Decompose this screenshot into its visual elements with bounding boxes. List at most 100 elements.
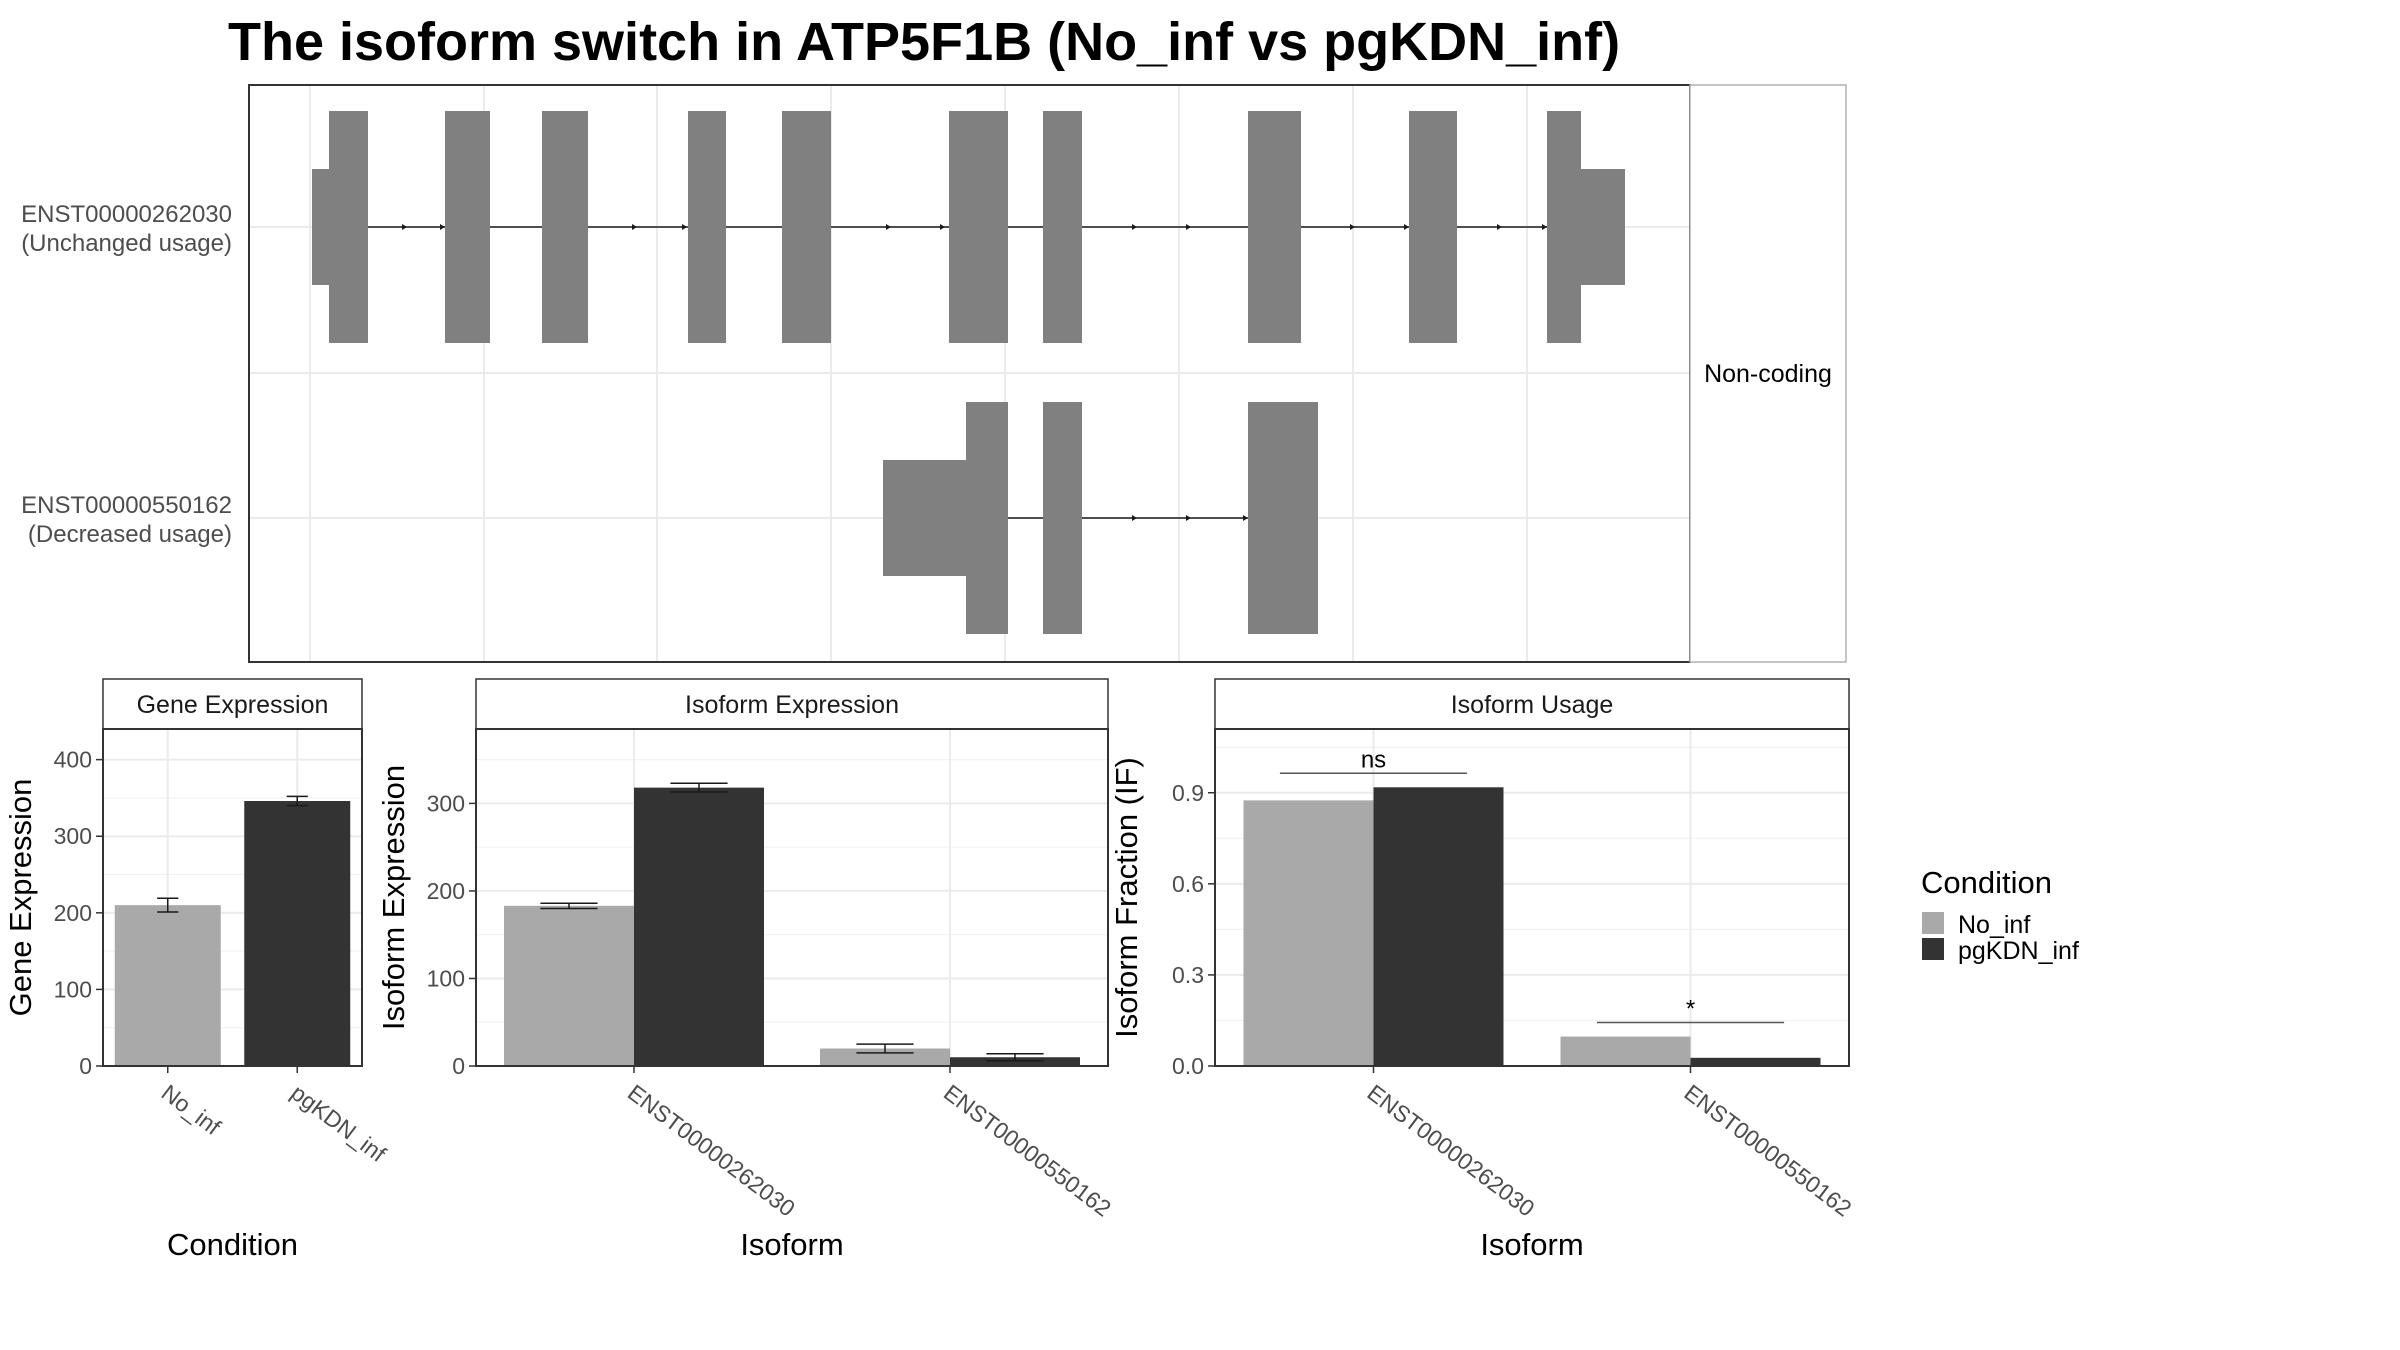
isoform-usage-significance-label-1: *	[1686, 996, 1695, 1023]
isoform-usage-y-axis-title: Isoform Fraction (IF)	[1109, 757, 1144, 1038]
transcript-1-direction-arrow-6	[1132, 224, 1137, 230]
isoform-expression-ytick-label-0: 0	[452, 1053, 465, 1079]
gene-expression-errorbar-no-inf	[157, 897, 179, 913]
isoform-expression-errorbar-pgkdn-inf-enst00000550162	[986, 1053, 1044, 1062]
isoform-usage-ytick-label-3: 0.9	[1172, 780, 1204, 806]
transcript-1-direction-arrow-9	[1404, 224, 1409, 230]
transcript-1-direction-arrow-8	[1350, 224, 1355, 230]
isoform-expression-errorbar-no-inf-enst00000262030	[540, 902, 598, 910]
isoform-expression-errorbar-pgkdn-inf-enst00000262030	[670, 782, 728, 793]
isoform-usage-bar-no-inf-enst00000262030	[1243, 800, 1374, 1066]
isoform-expression-ytick-label-3: 300	[427, 790, 465, 816]
transcript-1-exon-0	[329, 111, 368, 343]
isoform-usage-xtick-label-enst00000262030: ENST00000262030	[1362, 1079, 1539, 1221]
isoform-usage-bar-pgkdn-inf-enst00000550162	[1690, 1057, 1821, 1066]
gene-expression-ytick-label-2: 200	[54, 900, 92, 926]
gene-expression-xtick-label-no-inf: No_inf	[157, 1079, 226, 1140]
transcript-1-exon-1	[445, 111, 490, 343]
transcript-1-exon-6	[1043, 111, 1082, 343]
transcript-1-exon-2	[542, 111, 588, 343]
legend-title: Condition	[1921, 865, 2052, 900]
gene-expression-panel: Gene Expression 0 100 200 300 400 No_inf pgKDN_…	[3, 678, 391, 1262]
transcript-1-utr-1	[1581, 169, 1625, 285]
transcript-2-exon-2	[1248, 402, 1318, 634]
isoform-expression-strip-title: Isoform Expression	[685, 691, 899, 719]
gene-expression-y-axis-title: Gene Expression	[3, 779, 38, 1017]
isoform-expression-strip	[475, 678, 1109, 730]
transcript-1-direction-arrow-4	[886, 224, 891, 230]
transcript-1-direction-arrow-11	[1542, 224, 1547, 230]
transcript-1-exon-7	[1248, 111, 1301, 343]
transcript-1-exon-9	[1547, 111, 1581, 343]
isoform-usage-strip-title: Isoform Usage	[1451, 691, 1614, 719]
transcript-1-exon-3	[688, 111, 726, 343]
legend-label-pgkdn-inf: pgKDN_inf	[1958, 937, 2079, 965]
isoform-expression-bar-no-inf-enst00000262030	[504, 905, 634, 1066]
isoform-expression-bar-pgkdn-inf-enst00000550162	[950, 1057, 1080, 1066]
isoform-usage-significance-label-0: ns	[1361, 746, 1386, 773]
gene-expression-ytick-label-0: 0	[79, 1053, 92, 1079]
isoform-expression-x-axis-title: Isoform	[740, 1227, 843, 1262]
transcript-1-usage: (Unchanged usage)	[21, 230, 232, 257]
transcript-2-direction-arrow-2	[1243, 515, 1248, 521]
transcript-1-direction-arrow-2	[632, 224, 637, 230]
transcript-1-id: ENST00000262030	[21, 201, 232, 228]
isoform-expression-bar-pgkdn-inf-enst00000262030	[634, 787, 764, 1066]
isoform-usage-ytick-label-0: 0.0	[1172, 1053, 1204, 1079]
transcript-1-direction-arrow-3	[682, 224, 687, 230]
legend-label-no-inf: No_inf	[1958, 911, 2030, 939]
isoform-expression-plot-border	[475, 728, 1109, 1067]
structure-facet-label: Non-coding	[1704, 360, 1832, 388]
isoform-expression-xtick-label-enst00000550162: ENST00000550162	[939, 1079, 1116, 1221]
isoform-expression-ytick-label-2: 200	[427, 878, 465, 904]
gene-expression-bar-no-inf	[114, 905, 221, 1066]
isoform-expression-panel: Isoform Expression 0 100 200 300 ENST00000262…	[376, 678, 1116, 1262]
isoform-usage-ytick-label-2: 0.6	[1172, 871, 1204, 897]
condition-legend: Condition No_inf pgKDN_inf	[1921, 865, 2079, 965]
isoform-usage-bar-pgkdn-inf-enst00000262030	[1373, 787, 1504, 1066]
isoform-expression-ytick-label-1: 100	[427, 965, 465, 991]
transcript-1-direction-arrow-0	[402, 224, 407, 230]
gene-expression-strip-title: Gene Expression	[137, 691, 329, 719]
transcript-1-direction-arrow-5	[940, 224, 945, 230]
gene-expression-ytick-label-4: 400	[54, 747, 92, 773]
transcript-2-id: ENST00000550162	[21, 492, 232, 519]
transcript-2-direction-arrow-1	[1186, 515, 1191, 521]
isoform-usage-ytick-label-1: 0.3	[1172, 962, 1204, 988]
transcript-1-direction-arrow-10	[1497, 224, 1502, 230]
isoform-usage-x-axis-title: Isoform	[1480, 1227, 1583, 1262]
isoform-usage-plot-border	[1214, 728, 1850, 1067]
transcript-structure-panel: Non-coding ENST00000262030 (Unchanged us…	[21, 84, 1847, 663]
gene-expression-bar-pgkdn-inf	[244, 800, 351, 1066]
figure-title: The isoform switch in ATP5F1B (No_inf vs…	[228, 12, 1620, 72]
transcript-2-direction-arrow-0	[1132, 515, 1137, 521]
isoform-usage-panel: Isoform Usage ns * 0.0 0.3 0.6 0.9 ENST00000262…	[1109, 678, 1857, 1262]
transcript-2-utr-0	[883, 460, 966, 576]
transcript-1-exon-4	[782, 111, 831, 343]
legend-swatch-pgkdn-inf	[1922, 938, 1944, 960]
transcript-1-utr-0	[312, 169, 329, 285]
isoform-expression-errorbar-no-inf-enst00000550162	[856, 1043, 914, 1054]
gene-expression-xtick-label-pgkdn-inf: pgKDN_inf	[286, 1079, 391, 1167]
transcript-2-usage: (Decreased usage)	[28, 521, 232, 548]
isoform-expression-y-axis-title: Isoform Expression	[376, 765, 411, 1030]
gene-expression-x-axis-title: Condition	[167, 1227, 298, 1262]
isoform-usage-strip	[1214, 678, 1850, 730]
isoform-expression-xtick-label-enst00000262030: ENST00000262030	[623, 1079, 800, 1221]
structure-features	[312, 111, 1625, 634]
isoform-usage-xtick-label-enst00000550162: ENST00000550162	[1679, 1079, 1856, 1221]
gene-expression-errorbar-pgkdn-inf	[286, 795, 308, 807]
gene-expression-ytick-label-3: 300	[54, 823, 92, 849]
isoform-expression-bar-no-inf-enst00000550162	[820, 1048, 950, 1066]
legend-swatch-no-inf	[1922, 912, 1944, 934]
structure-facet-strip	[1689, 84, 1847, 663]
transcript-1-exon-8	[1409, 111, 1457, 343]
gene-expression-ytick-label-1: 100	[54, 976, 92, 1002]
transcript-1-direction-arrow-7	[1186, 224, 1191, 230]
gene-expression-plot-border	[102, 728, 363, 1067]
transcript-2-exon-0	[966, 402, 1008, 634]
transcript-2-exon-1	[1043, 402, 1082, 634]
transcript-1-direction-arrow-1	[440, 224, 445, 230]
isoform-usage-bar-no-inf-enst00000550162	[1560, 1036, 1691, 1066]
